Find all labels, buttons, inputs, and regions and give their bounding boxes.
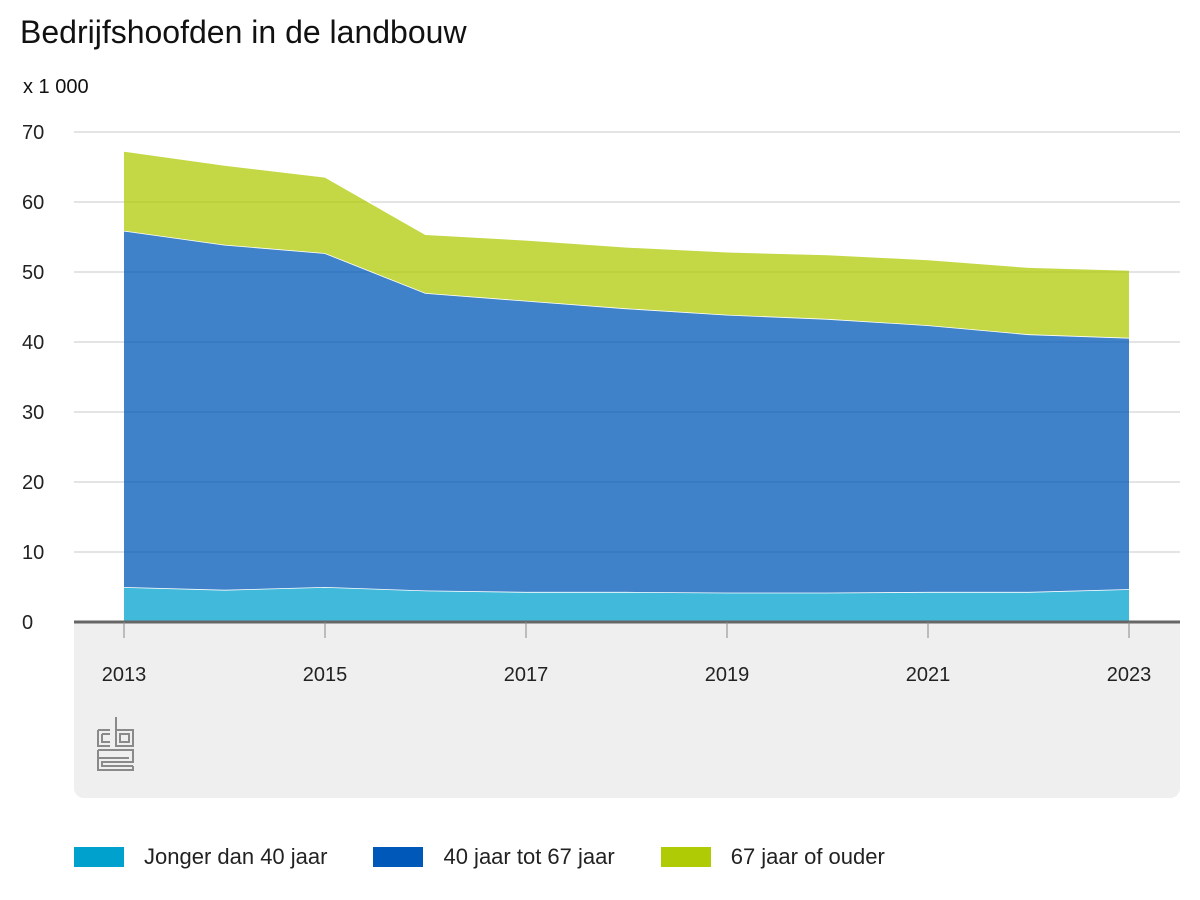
legend-item: Jonger dan 40 jaar [74,844,327,870]
cbs-logo-icon [97,717,134,771]
y-axis-unit-label: x 1 000 [23,76,89,98]
x-tick-label: 2015 [303,664,348,686]
y-tick-label: 40 [22,332,44,354]
x-tick-label: 2019 [705,664,750,686]
x-tick-label: 2023 [1107,664,1152,686]
legend-swatch [660,847,711,867]
x-axis-panel [74,622,1180,798]
chart-area: 0 10 20 30 40 50 60 70 2013 2015 2017 2019 2021 2023 [22,122,1180,798]
y-axis-ticks: 0 10 20 30 40 50 60 70 [22,122,44,634]
x-tick-label: 2017 [504,664,549,686]
area-2 [124,230,1129,593]
legend: Jonger dan 40 jaar 40 jaar tot 67 jaar 67 … [74,844,931,870]
x-axis-panel-top [74,622,1180,636]
chart-title: Bedrijfshoofden in de landbouw [20,14,467,50]
y-tick-label: 10 [22,542,44,564]
legend-label: 67 jaar of ouder [730,844,885,869]
area-1 [124,587,1129,622]
legend-item: 40 jaar tot 67 jaar [373,844,615,870]
legend-swatch [373,847,424,867]
y-tick-label: 30 [22,402,44,424]
x-axis-ticks: 2013 2015 2017 2019 2021 2023 [74,620,1180,686]
x-tick-label: 2013 [102,664,147,686]
area-series [123,150,1130,622]
area-top-line-3 [123,150,1130,271]
y-tick-label: 50 [22,262,44,284]
y-tick-label: 60 [22,192,44,214]
legend-swatch [74,847,124,867]
legend-label: 40 jaar tot 67 jaar [443,844,615,869]
legend-item: 67 jaar of ouder [660,844,885,870]
legend-label: Jonger dan 40 jaar [144,844,328,869]
x-tick-label: 2021 [906,664,951,686]
y-tick-label: 0 [22,612,33,634]
y-tick-label: 20 [22,472,44,494]
y-tick-label: 70 [22,122,44,144]
area-3 [124,150,1129,338]
